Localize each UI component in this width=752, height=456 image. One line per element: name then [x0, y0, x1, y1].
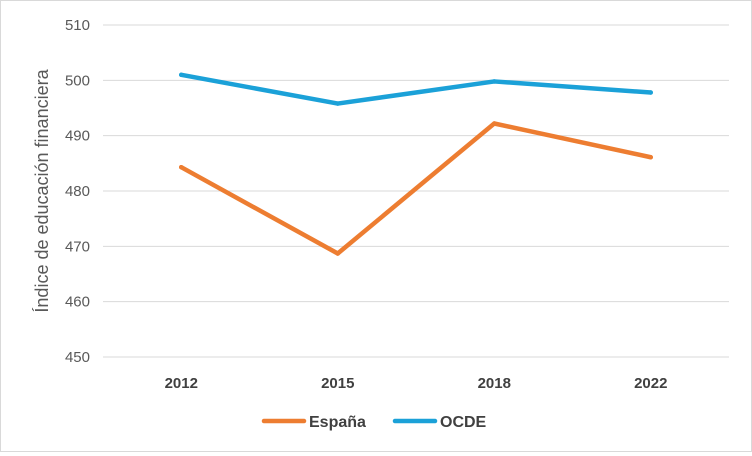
data-point	[335, 251, 340, 256]
y-tick-label: 460	[65, 294, 90, 311]
legend-label: OCDE	[440, 414, 487, 431]
x-axis-ticks: 2012 2015 2018 2022	[165, 375, 668, 392]
data-point	[648, 155, 653, 160]
x-tick-label: 2012	[165, 375, 198, 392]
y-tick-label: 500	[65, 72, 90, 89]
data-point	[335, 101, 340, 106]
data-point	[492, 121, 497, 126]
x-tick-label: 2015	[321, 375, 354, 392]
legend-label: España	[309, 414, 366, 431]
y-axis-ticks: 450 460 470 480 490 500 510	[65, 17, 90, 366]
y-tick-label: 450	[65, 349, 90, 366]
legend-item: España	[261, 414, 366, 431]
y-tick-label: 490	[65, 128, 90, 145]
series-lines	[179, 72, 653, 256]
legend-item: OCDE	[392, 414, 487, 431]
data-point	[648, 90, 653, 95]
y-tick-label: 470	[65, 238, 90, 255]
data-point	[492, 79, 497, 84]
data-point	[179, 72, 184, 78]
series-line-2	[179, 72, 653, 106]
x-tick-label: 2018	[478, 375, 511, 392]
y-tick-label: 480	[65, 183, 90, 200]
data-point	[179, 165, 184, 170]
series-line-1	[179, 121, 653, 256]
x-tick-label: 2022	[634, 375, 667, 392]
y-axis-label: Índice de educación financiera	[32, 68, 52, 312]
legend: España OCDE	[261, 414, 487, 431]
y-tick-label: 510	[65, 17, 90, 34]
